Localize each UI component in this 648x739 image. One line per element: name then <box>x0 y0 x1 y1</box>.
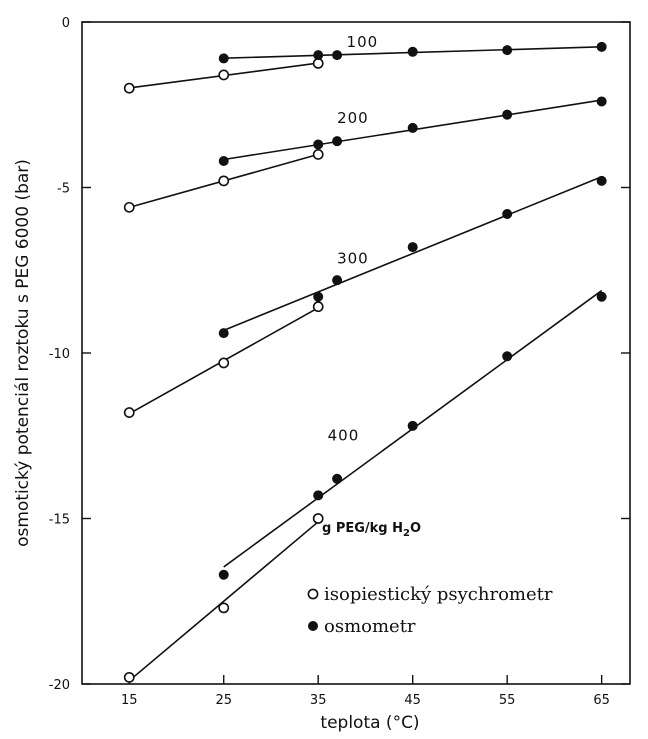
x-axis-label: teplota (°C) <box>320 713 419 733</box>
x-tick-label-45: 45 <box>404 693 421 708</box>
axis-ticks: 15 25 35 45 55 65 0 -5 -10 -15 -20 <box>49 16 630 708</box>
point-300-osmometer-0 <box>218 328 229 339</box>
concentration-label-100: 100 <box>347 33 379 51</box>
point-400-psychrometer-0 <box>123 671 135 683</box>
fit-line-300-osmometer <box>223 176 602 332</box>
point-100-osmometer-2 <box>332 50 343 61</box>
concentration-labels: 100 200 300 400 <box>328 33 379 445</box>
legend-marker-psychrometer <box>307 588 319 600</box>
point-100-osmometer-5 <box>596 41 607 52</box>
point-100-osmometer-4 <box>502 45 513 56</box>
point-400-osmometer-4 <box>502 351 513 362</box>
concentration-label-200: 200 <box>337 109 369 127</box>
y-axis-label: osmotický potenciál roztoku s PEG 6000 (… <box>13 159 33 547</box>
point-300-osmometer-2 <box>332 275 343 286</box>
unit-annotation: g PEG/kg H2O <box>322 521 421 539</box>
point-100-psychrometer-1 <box>218 69 230 81</box>
point-400-osmometer-1 <box>313 490 324 501</box>
point-200-osmometer-1 <box>313 139 324 150</box>
concentration-label-300: 300 <box>337 250 369 268</box>
concentration-label-400: 400 <box>328 427 360 445</box>
y-tick-label--15: -15 <box>49 513 70 528</box>
point-200-osmometer-5 <box>596 96 607 107</box>
point-300-psychrometer-1 <box>218 357 230 369</box>
x-tick-label-55: 55 <box>499 693 516 708</box>
legend: isopiestický psychrometr osmometr <box>307 584 553 637</box>
unit-annotation-tail: O <box>410 521 421 536</box>
unit-annotation-main: g PEG/kg H <box>322 521 403 536</box>
point-200-psychrometer-0 <box>123 201 135 213</box>
point-300-psychrometer-0 <box>123 407 135 418</box>
point-300-psychrometer-2 <box>312 301 324 313</box>
series-points <box>123 41 607 683</box>
point-200-osmometer-2 <box>332 136 343 147</box>
x-tick-label-25: 25 <box>215 693 232 708</box>
point-200-osmometer-4 <box>502 109 513 120</box>
y-tick-label--5: -5 <box>57 182 70 197</box>
point-100-osmometer-0 <box>218 53 229 64</box>
point-100-osmometer-1 <box>313 50 324 61</box>
fit-line-400-psychrometer <box>128 521 319 682</box>
y-tick-label--20: -20 <box>49 678 70 693</box>
x-tick-label-35: 35 <box>310 693 327 708</box>
point-400-osmometer-2 <box>332 473 343 484</box>
point-300-osmometer-5 <box>596 175 607 186</box>
unit-annotation-sub: 2 <box>403 528 410 539</box>
y-tick-label-0: 0 <box>62 16 70 31</box>
point-200-psychrometer-2 <box>312 148 324 160</box>
legend-marker-osmometer <box>308 621 318 631</box>
point-200-psychrometer-1 <box>218 175 230 187</box>
point-200-osmometer-0 <box>218 156 229 167</box>
point-400-psychrometer-1 <box>218 602 230 614</box>
point-400-osmometer-0 <box>218 569 229 580</box>
legend-label-osmometer: osmometr <box>324 616 416 637</box>
point-400-osmometer-3 <box>407 420 418 431</box>
point-300-osmometer-4 <box>502 208 513 219</box>
point-300-osmometer-1 <box>313 291 324 302</box>
point-400-osmometer-5 <box>596 291 607 302</box>
point-200-osmometer-3 <box>407 122 418 133</box>
point-100-psychrometer-2 <box>312 57 324 69</box>
point-300-osmometer-3 <box>407 242 418 253</box>
point-100-psychrometer-0 <box>123 82 135 94</box>
legend-label-psychrometer: isopiestický psychrometr <box>324 584 553 605</box>
point-100-osmometer-3 <box>407 46 418 57</box>
point-400-psychrometer-2 <box>312 513 324 524</box>
y-tick-label--10: -10 <box>49 347 70 362</box>
x-tick-label-65: 65 <box>593 693 610 708</box>
x-tick-label-15: 15 <box>121 693 138 708</box>
